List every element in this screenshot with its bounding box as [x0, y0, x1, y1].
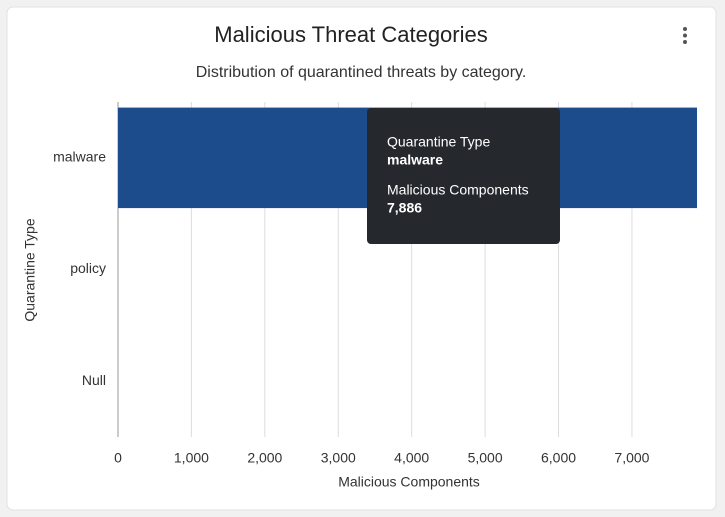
y-tick-label: policy [70, 260, 106, 276]
tooltip-label: Quarantine Type [387, 134, 490, 150]
chart-title: Malicious Threat Categories [214, 22, 488, 47]
tooltip-box [367, 108, 560, 244]
y-axis-title: Quarantine Type [22, 218, 38, 321]
y-tick-label: Null [82, 372, 106, 388]
tooltip-label: Malicious Components [387, 182, 529, 198]
menu-dot [683, 27, 687, 31]
x-tick-label: 6,000 [541, 450, 576, 466]
menu-dot [683, 40, 687, 44]
menu-button[interactable] [683, 27, 687, 44]
tooltip-value: malware [387, 152, 443, 168]
x-tick-label: 1,000 [174, 450, 209, 466]
x-tick-label: 7,000 [614, 450, 649, 466]
tooltip: Quarantine Type malware Malicious Componen… [367, 108, 560, 244]
y-tick-label: malware [53, 149, 106, 165]
x-axis-title: Malicious Components [338, 474, 480, 490]
x-tick-label: 2,000 [247, 450, 282, 466]
card [6, 6, 717, 511]
x-tick-label: 4,000 [394, 450, 429, 466]
tooltip-value: 7,886 [387, 200, 422, 216]
x-tick-label: 3,000 [321, 450, 356, 466]
menu-dot [683, 33, 687, 38]
x-tick-label: 5,000 [468, 450, 503, 466]
chart-subtitle: Distribution of quarantined threats by c… [196, 64, 527, 81]
x-tick-label: 0 [114, 450, 122, 466]
